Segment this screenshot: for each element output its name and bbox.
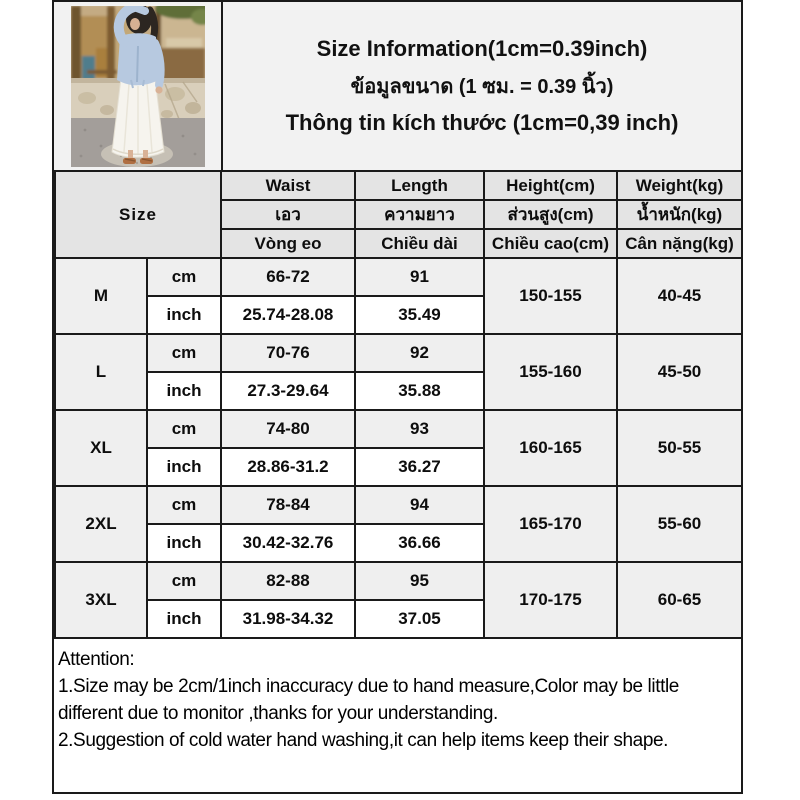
height-2xl: 165-170 — [483, 485, 618, 563]
unit-cell: inch — [146, 447, 222, 487]
attention-section: Attention: 1.Size may be 2cm/1inch inacc… — [54, 639, 741, 754]
col-header-waist-th: เอว — [220, 199, 356, 230]
length-inch-xl: 36.27 — [354, 447, 485, 487]
unit-cell: cm — [146, 485, 222, 525]
col-header-waist-en: Waist — [220, 170, 356, 201]
waist-inch-l: 27.3-29.64 — [220, 371, 356, 411]
size-column-header: Size — [54, 170, 222, 259]
height-m: 150-155 — [483, 257, 618, 335]
waist-cm-l: 70-76 — [220, 333, 356, 373]
product-photo — [70, 5, 205, 167]
unit-cell: inch — [146, 599, 222, 639]
length-cm-3xl: 95 — [354, 561, 485, 601]
product-photo-illustration — [70, 5, 205, 167]
waist-cm-m: 66-72 — [220, 257, 356, 297]
height-xl: 160-165 — [483, 409, 618, 487]
unit-cell: cm — [146, 561, 222, 601]
hanging-arm — [150, 38, 165, 89]
unit-cell: cm — [146, 333, 222, 373]
attention-note-2: 2.Suggestion of cold water hand washing,… — [58, 730, 669, 751]
hand — [154, 85, 163, 94]
size-label-3xl: 3XL — [54, 561, 148, 639]
unit-cell: cm — [146, 257, 222, 297]
col-header-length-en: Length — [354, 170, 485, 201]
unit-cell: cm — [146, 409, 222, 449]
col-header-weight-th: น้ำหนัก(kg) — [616, 199, 743, 230]
size-label-xl: XL — [54, 409, 148, 487]
length-cm-xl: 93 — [354, 409, 485, 449]
weight-2xl: 55-60 — [616, 485, 743, 563]
height-l: 155-160 — [483, 333, 618, 411]
waist-inch-3xl: 31.98-34.32 — [220, 599, 356, 639]
col-header-length-vi: Chiều dài — [354, 228, 485, 259]
col-header-length-th: ความยาว — [354, 199, 485, 230]
unit-cell: inch — [146, 523, 222, 563]
length-inch-2xl: 36.66 — [354, 523, 485, 563]
waist-inch-2xl: 30.42-32.76 — [220, 523, 356, 563]
unit-cell: inch — [146, 371, 222, 411]
weight-l: 45-50 — [616, 333, 743, 411]
weight-m: 40-45 — [616, 257, 743, 335]
waist-inch-m: 25.74-28.08 — [220, 295, 356, 335]
model-figure — [110, 5, 165, 164]
col-header-waist-vi: Vòng eo — [220, 228, 356, 259]
waist-cm-2xl: 78-84 — [220, 485, 356, 525]
weight-xl: 50-55 — [616, 409, 743, 487]
length-inch-l: 35.88 — [354, 371, 485, 411]
size-chart-sheet: Size Information(1cm=0.39inch) ข้อมูลขนา… — [52, 0, 743, 794]
size-table: Size Waist Length Height(cm) Weight(kg) … — [54, 170, 743, 639]
size-info-title-th: ข้อมูลขนาด (1 ซม. = 0.39 นิ้ว) — [350, 76, 614, 98]
length-inch-m: 35.49 — [354, 295, 485, 335]
attention-heading: Attention: — [58, 649, 135, 670]
col-header-weight-vi: Cân nặng(kg) — [616, 228, 743, 259]
size-label-m: M — [54, 257, 148, 335]
size-info-title-en: Size Information(1cm=0.39inch) — [316, 36, 648, 61]
waist-cm-xl: 74-80 — [220, 409, 356, 449]
sandals — [122, 157, 153, 164]
length-cm-m: 91 — [354, 257, 485, 297]
size-label-2xl: 2XL — [54, 485, 148, 563]
col-header-weight-en: Weight(kg) — [616, 170, 743, 201]
col-header-height-en: Height(cm) — [483, 170, 618, 201]
title-block: Size Information(1cm=0.39inch) ข้อมูลขนา… — [223, 2, 741, 170]
weight-3xl: 60-65 — [616, 561, 743, 639]
size-label-l: L — [54, 333, 148, 411]
col-header-height-vi: Chiều cao(cm) — [483, 228, 618, 259]
size-info-title-vi: Thông tin kích thước (1cm=0,39 inch) — [285, 110, 679, 135]
length-cm-2xl: 94 — [354, 485, 485, 525]
height-3xl: 170-175 — [483, 561, 618, 639]
banner: Size Information(1cm=0.39inch) ข้อมูลขนา… — [54, 2, 741, 170]
length-inch-3xl: 37.05 — [354, 599, 485, 639]
product-photo-cell — [54, 2, 223, 170]
length-cm-l: 92 — [354, 333, 485, 373]
unit-cell: inch — [146, 295, 222, 335]
waist-cm-3xl: 82-88 — [220, 561, 356, 601]
attention-note-1: 1.Size may be 2cm/1inch inaccuracy due t… — [58, 676, 679, 724]
waist-inch-xl: 28.86-31.2 — [220, 447, 356, 487]
col-header-height-th: ส่วนสูง(cm) — [483, 199, 618, 230]
